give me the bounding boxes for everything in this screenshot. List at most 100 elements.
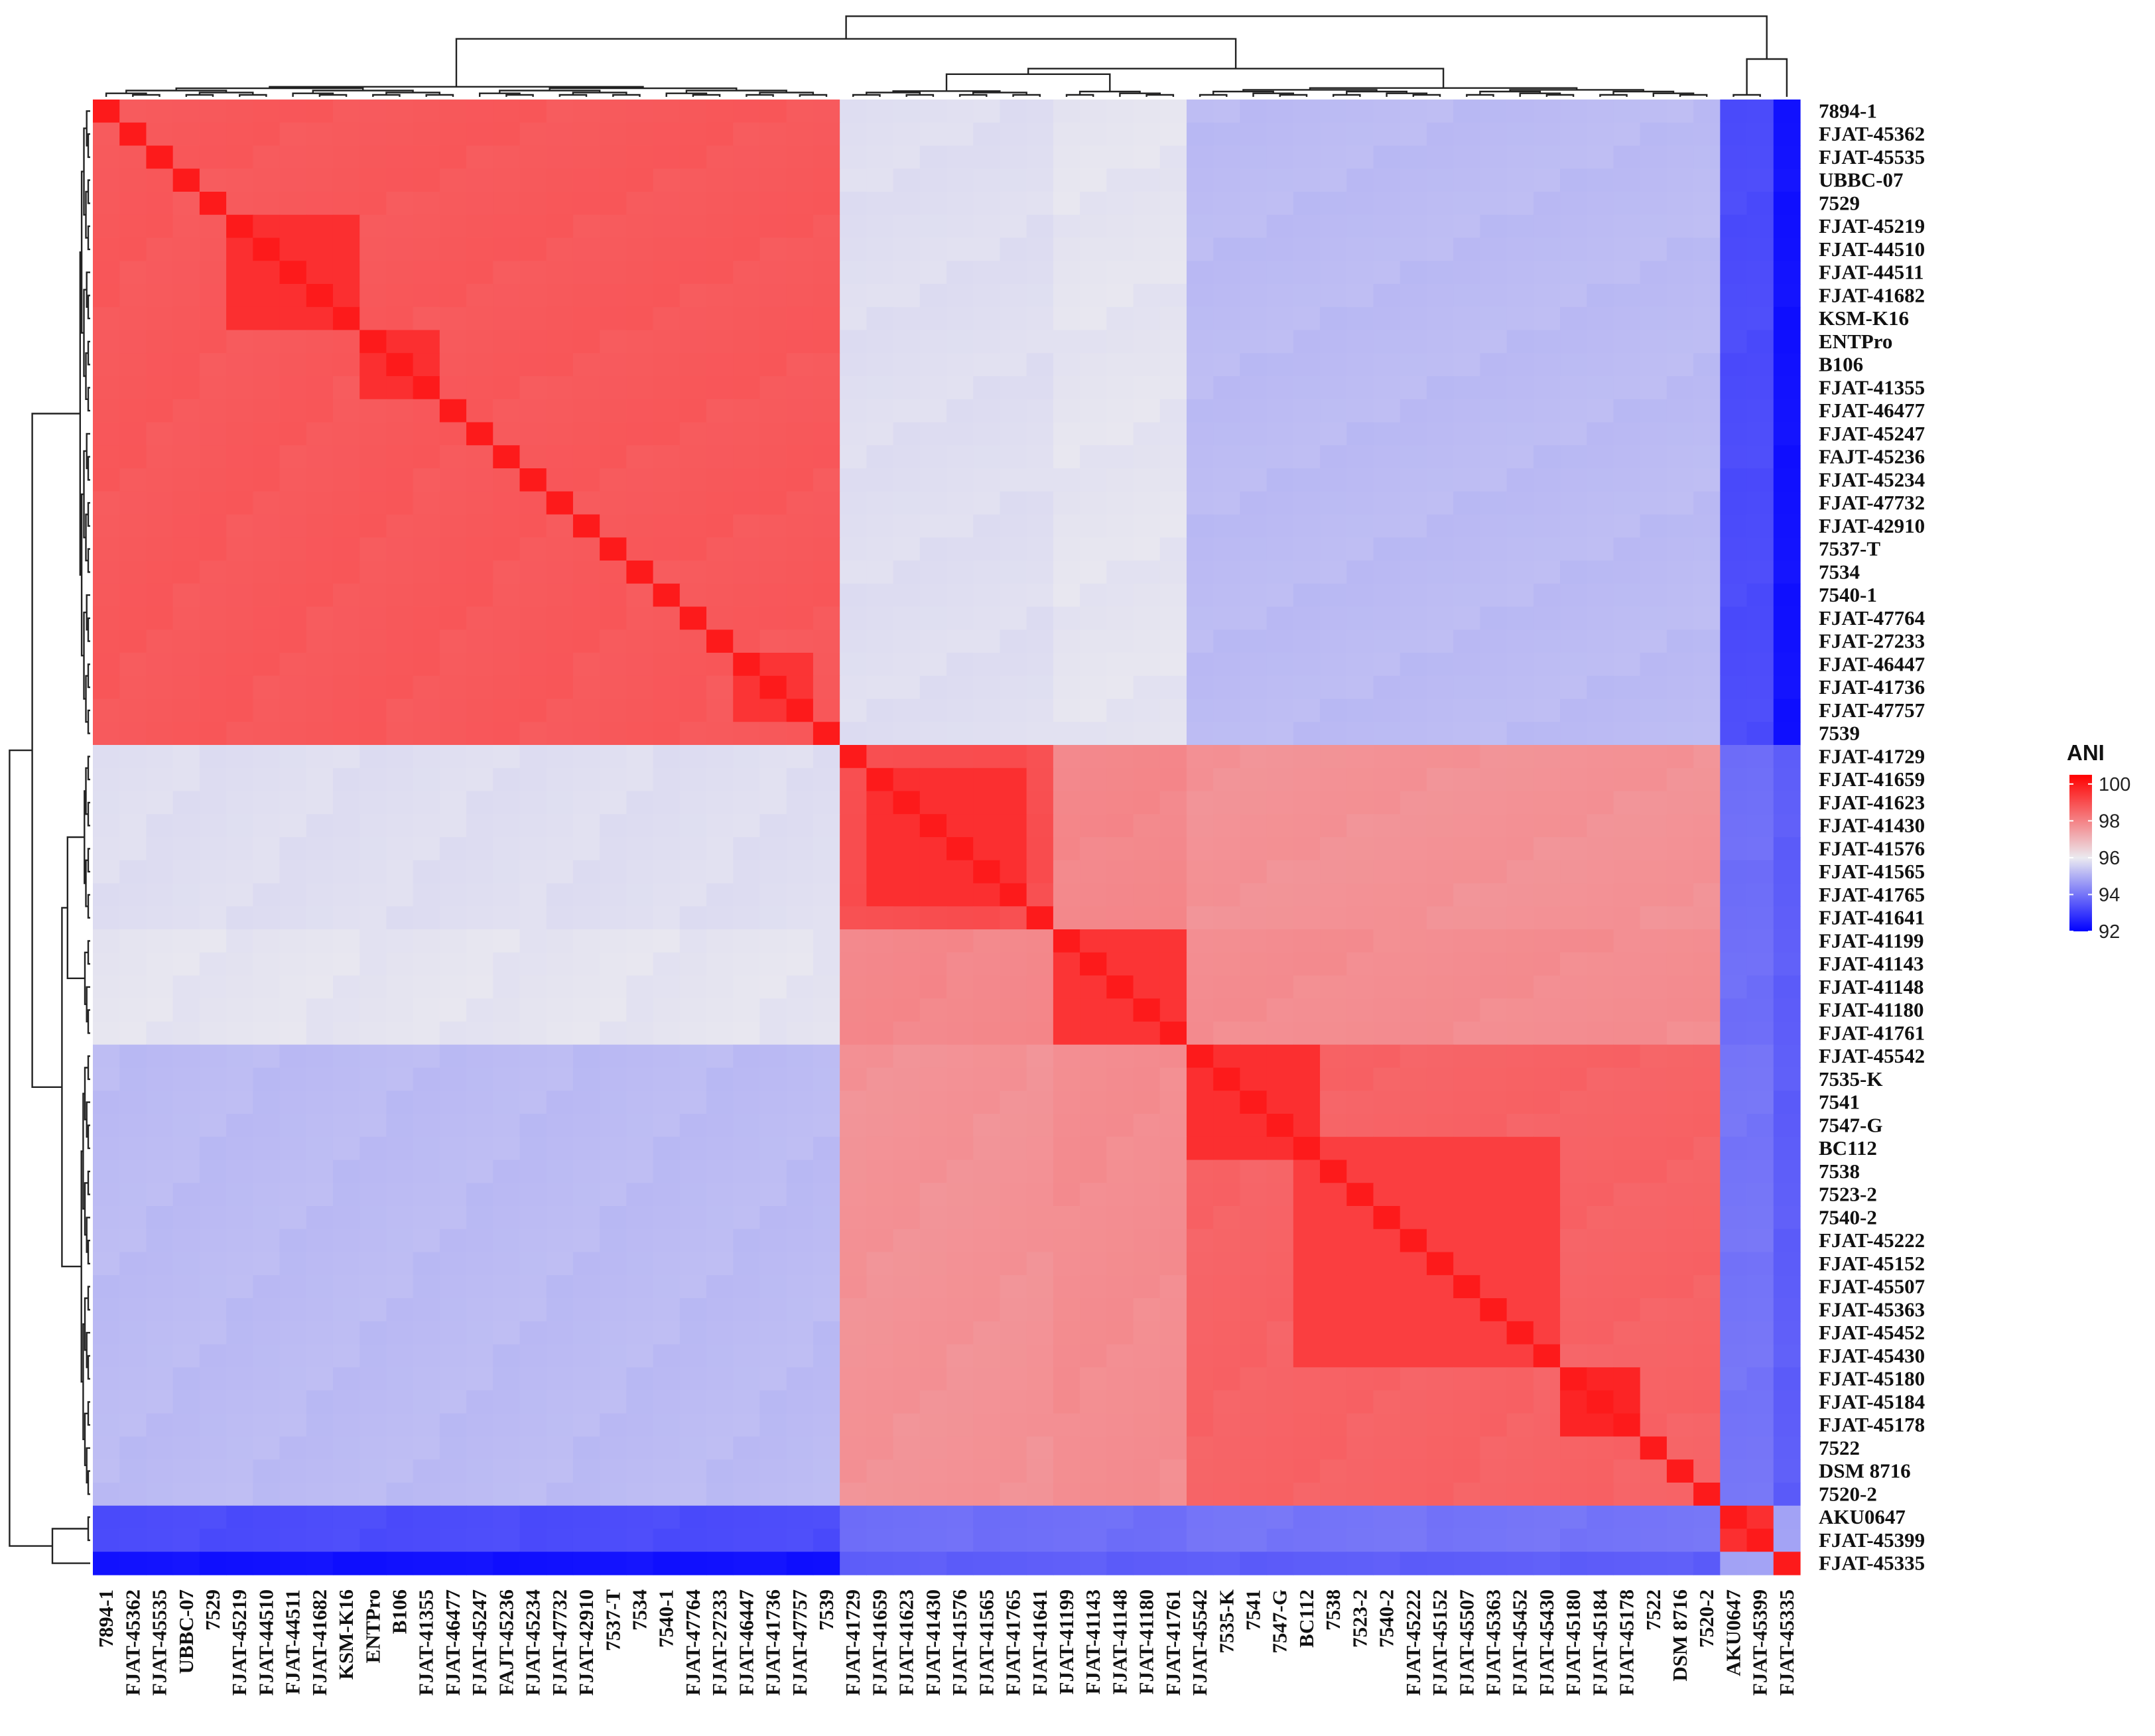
heatmap-cell [919, 975, 947, 999]
heatmap-cell [493, 376, 521, 400]
heatmap-cell [93, 1436, 120, 1460]
heatmap-cell [759, 1160, 787, 1183]
heatmap-cell [253, 883, 281, 907]
row-label: FJAT-45152 [1819, 1252, 1925, 1275]
heatmap-cell [1053, 630, 1080, 653]
heatmap-cell [306, 883, 334, 907]
heatmap-cell [813, 814, 840, 838]
heatmap-cell [679, 699, 707, 722]
heatmap-cell [1400, 1298, 1427, 1322]
heatmap-cell [1560, 1367, 1587, 1391]
heatmap-cell [493, 491, 521, 515]
heatmap-cell [519, 906, 547, 930]
heatmap-cell [1000, 376, 1027, 400]
heatmap-cell [466, 952, 493, 976]
heatmap-cell [1266, 237, 1294, 261]
row-label: 7540-2 [1819, 1205, 1877, 1229]
heatmap-cell [493, 722, 521, 746]
heatmap-cell [359, 1229, 387, 1253]
heatmap-cell [1266, 768, 1294, 792]
heatmap-cell [1373, 791, 1401, 815]
heatmap-cell [1000, 1344, 1027, 1368]
heatmap-cell [359, 468, 387, 492]
heatmap-cell [1000, 1229, 1027, 1253]
dendrogram-branch [87, 456, 90, 481]
heatmap-cell [306, 237, 334, 261]
heatmap-cell [146, 330, 174, 354]
heatmap-cell [679, 606, 707, 630]
heatmap-cell [706, 1321, 734, 1345]
heatmap-cell [439, 975, 467, 999]
heatmap-cell [1640, 330, 1667, 354]
heatmap-cell [1186, 1114, 1214, 1138]
heatmap-cell [1746, 306, 1774, 331]
heatmap-cell [332, 675, 360, 700]
heatmap-cell [679, 1136, 707, 1161]
heatmap-cell [226, 1022, 253, 1045]
heatmap-cell [119, 1344, 147, 1368]
heatmap-cell [1400, 929, 1427, 953]
heatmap-cell [386, 1252, 414, 1276]
heatmap-cell [226, 237, 253, 261]
heatmap-cell [279, 1321, 307, 1345]
heatmap-cell [1426, 929, 1454, 953]
heatmap-cell [947, 1206, 974, 1230]
heatmap-cell [359, 606, 387, 630]
heatmap-cell [1773, 1552, 1801, 1575]
heatmap-cell [1587, 306, 1614, 331]
heatmap-cell [1240, 1413, 1268, 1437]
heatmap-cell [519, 1321, 547, 1345]
heatmap-cell [493, 998, 521, 1022]
heatmap-cell [1133, 376, 1161, 400]
heatmap-cell [1773, 1275, 1801, 1299]
heatmap-cell [1320, 653, 1347, 677]
heatmap-cell [1026, 561, 1054, 584]
heatmap-cell [493, 330, 521, 354]
heatmap-cell [626, 1298, 654, 1322]
heatmap-cell [1240, 100, 1268, 123]
heatmap-cell [1720, 1160, 1748, 1183]
heatmap-cell [1106, 1160, 1134, 1183]
heatmap-cell [893, 100, 921, 123]
heatmap-cell [1186, 237, 1214, 261]
heatmap-cell [1560, 1505, 1587, 1530]
heatmap-cell [1400, 1091, 1427, 1114]
heatmap-cell [1613, 422, 1641, 446]
heatmap-cell [1266, 745, 1294, 769]
heatmap-cell [1453, 468, 1480, 492]
heatmap-cell [119, 376, 147, 400]
heatmap-cell [786, 929, 814, 953]
heatmap-cell [973, 376, 1001, 400]
heatmap-cell [1000, 1275, 1027, 1299]
heatmap-cell [1453, 1552, 1480, 1575]
heatmap-cell [1587, 975, 1614, 999]
heatmap-cell [786, 860, 814, 884]
heatmap-cell [840, 1044, 867, 1069]
heatmap-cell [1426, 1552, 1454, 1575]
heatmap-cell [840, 491, 867, 515]
heatmap-cell [172, 445, 200, 469]
heatmap-cell [493, 606, 521, 630]
heatmap-cell [1373, 1022, 1401, 1045]
heatmap-cell [1560, 745, 1587, 769]
heatmap-cell [93, 606, 120, 630]
heatmap-cell [786, 1114, 814, 1138]
heatmap-cell [119, 699, 147, 722]
heatmap-cell [626, 1413, 654, 1437]
heatmap-cell [332, 952, 360, 976]
heatmap-cell [1373, 214, 1401, 239]
heatmap-cell [519, 952, 547, 976]
heatmap-cell [626, 1390, 654, 1414]
column-labels: 7894-1 FJAT-45362 FJAT-45535 UBBC-07 7529 FJA… [94, 1589, 1798, 1696]
heatmap-cell [600, 122, 627, 147]
heatmap-cell [1640, 722, 1667, 746]
heatmap-cell [93, 1044, 120, 1069]
heatmap-cell [359, 1505, 387, 1530]
heatmap-cell [1053, 1183, 1080, 1207]
heatmap-cell [840, 514, 867, 538]
heatmap-cell [413, 675, 440, 700]
heatmap-cell [332, 722, 360, 746]
heatmap-cell [1000, 1483, 1027, 1506]
heatmap-cell [1400, 1321, 1427, 1345]
heatmap-cell [519, 1229, 547, 1253]
